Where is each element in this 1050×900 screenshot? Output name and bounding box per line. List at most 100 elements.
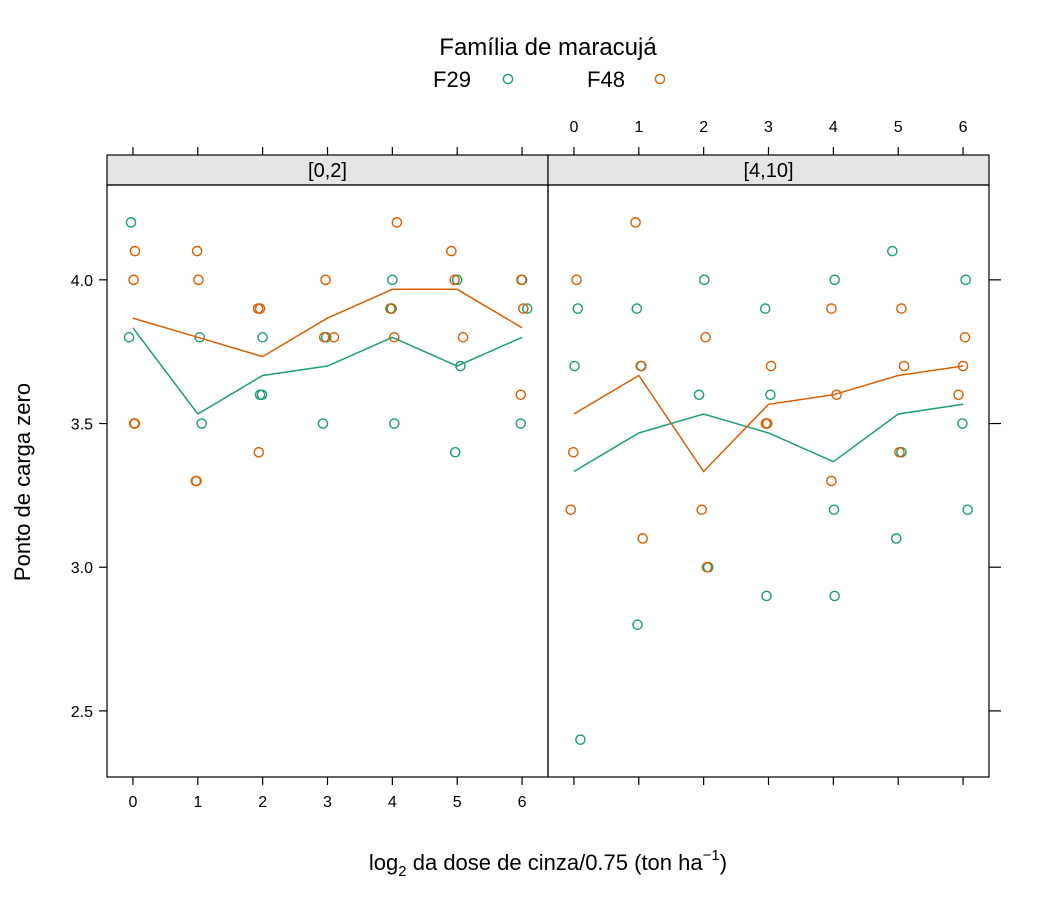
x-tick-label: 2 <box>699 119 708 136</box>
legend-label-f29: F29 <box>433 67 471 92</box>
data-point-f29 <box>257 332 268 343</box>
data-point-f29 <box>765 389 776 401</box>
x-axis-title-main: da dose de cinza/0.75 (ton ha <box>407 850 704 875</box>
data-point-f48 <box>898 360 910 372</box>
data-point-f29 <box>759 303 771 314</box>
data-point-f48 <box>191 245 203 257</box>
legend-title: Família de maracujá <box>439 34 657 61</box>
y-tick-label: 3.0 <box>71 560 93 577</box>
data-point-f29 <box>572 303 584 314</box>
data-point-f29 <box>829 274 840 286</box>
x-axis-title-sub: 2 <box>398 863 406 880</box>
data-point-f48 <box>959 332 971 343</box>
panel-0: [0,2] 0 1 2 3 4 5 6 2.5 3.0 3.5 4.0 <box>71 147 549 811</box>
data-point-f48 <box>129 245 141 257</box>
data-point-f48 <box>701 561 713 573</box>
data-point-f48 <box>191 475 202 487</box>
data-point-f48 <box>254 303 266 314</box>
x-tick-label: 5 <box>894 119 903 136</box>
data-point-f29 <box>387 274 398 286</box>
panel-frame <box>106 184 549 778</box>
panel-strip <box>106 154 549 186</box>
data-point-f29 <box>761 590 772 602</box>
data-point-f29 <box>256 389 268 401</box>
y-axis-title: Ponto de carga zero <box>10 383 35 581</box>
data-point-f29 <box>632 619 643 630</box>
data-point-f29 <box>123 332 135 343</box>
series-f48 <box>128 217 529 487</box>
panel-strip-label: [4,10] <box>743 160 793 182</box>
mean-line-f48 <box>573 365 964 473</box>
data-point-f29 <box>388 418 400 429</box>
data-point-f48 <box>700 332 711 343</box>
data-point-f29 <box>962 504 973 516</box>
y-tick-label: 4.0 <box>71 273 93 290</box>
data-point-f48 <box>385 303 396 314</box>
x-tick-label: 1 <box>634 119 643 136</box>
data-point-f48 <box>193 274 204 286</box>
data-point-f29 <box>631 303 643 314</box>
data-point-f29 <box>317 418 329 429</box>
series-f48 <box>565 217 971 573</box>
data-point-f29 <box>521 303 533 314</box>
data-point-f48 <box>765 360 777 372</box>
data-point-f48 <box>636 360 647 372</box>
data-point-f29 <box>569 360 580 372</box>
x-tick-label: 4 <box>829 119 838 136</box>
data-point-f48 <box>826 475 837 487</box>
data-point-f48 <box>457 332 469 343</box>
data-point-f48 <box>320 274 331 286</box>
data-point-f48 <box>957 360 969 372</box>
data-point-f29 <box>828 504 840 516</box>
data-point-f48 <box>831 389 842 401</box>
data-point-f29 <box>693 389 705 401</box>
panels: [0,2] 0 1 2 3 4 5 6 2.5 3.0 3.5 4.0 [4,10] 0 1 2 3 4 5 6 <box>71 119 1001 811</box>
data-point-f29 <box>957 418 968 429</box>
data-point-f48 <box>449 274 460 286</box>
x-tick-label: 3 <box>323 794 332 811</box>
data-point-f48 <box>565 504 576 516</box>
x-axis-title: log2 da dose de cinza/0.75 (ton ha−1) <box>369 847 727 880</box>
data-point-f48 <box>571 274 582 286</box>
data-point-f29 <box>194 332 206 343</box>
panel-frame <box>547 184 990 778</box>
data-point-f48 <box>696 504 708 516</box>
data-point-f48 <box>630 217 641 228</box>
data-point-f29 <box>455 360 466 372</box>
data-point-f48 <box>328 332 340 343</box>
legend-marker-f48 <box>654 73 666 85</box>
data-point-f29 <box>960 274 971 286</box>
x-tick-label: 6 <box>959 119 968 136</box>
y-tick-label: 3.5 <box>71 417 93 434</box>
data-point-f48 <box>446 245 457 257</box>
x-tick-label: 1 <box>193 794 202 811</box>
x-tick-label: 3 <box>764 119 773 136</box>
legend: Família de maracujá F29 F48 <box>433 34 666 92</box>
data-point-f48 <box>516 274 527 286</box>
data-point-f48 <box>128 418 140 429</box>
legend-marker-f29 <box>502 73 514 85</box>
data-point-f29 <box>196 418 207 429</box>
data-point-f48 <box>391 217 403 228</box>
mean-line-f48 <box>132 288 523 358</box>
data-point-f48 <box>826 303 837 314</box>
panel-strip <box>547 154 990 186</box>
x-tick-label: 6 <box>518 794 527 811</box>
data-point-f48 <box>128 274 139 286</box>
data-point-f29 <box>890 533 902 544</box>
x-tick-label: 4 <box>388 794 397 811</box>
x-axis-title-prefix: log <box>369 850 398 875</box>
y-tick-label: 2.5 <box>71 704 93 721</box>
legend-label-f48: F48 <box>587 67 625 92</box>
series-f29 <box>569 245 973 745</box>
data-point-f48 <box>518 303 529 314</box>
mean-line-f29 <box>132 327 523 415</box>
data-point-f29 <box>829 590 840 602</box>
x-axis-title-sup: −1 <box>703 847 720 864</box>
data-point-f29 <box>125 217 137 228</box>
data-point-f29 <box>698 274 710 286</box>
data-point-f48 <box>253 446 265 458</box>
x-tick-label: 0 <box>569 119 578 136</box>
data-point-f48 <box>953 389 964 401</box>
